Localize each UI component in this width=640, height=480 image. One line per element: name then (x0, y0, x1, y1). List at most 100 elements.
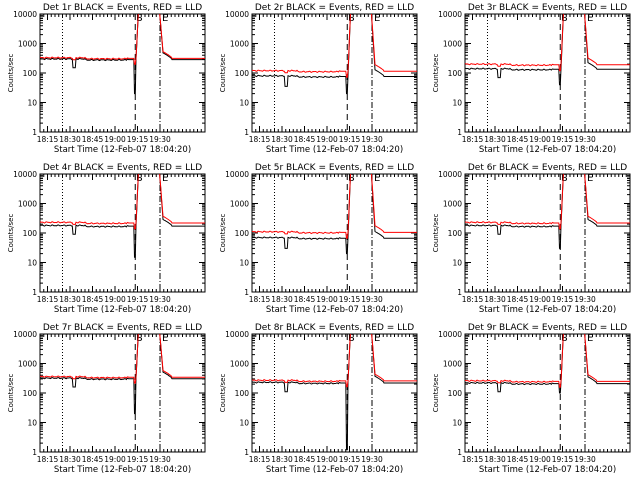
x-tick-label: 18:45 (82, 455, 104, 464)
start-annotation: S (136, 13, 142, 24)
lld-series-line (40, 174, 205, 230)
x-tick-label: 19:30 (361, 135, 383, 144)
events-series-line (252, 14, 417, 95)
x-tick-label: 19:15 (552, 135, 574, 144)
x-tick-label: 19:15 (339, 455, 361, 464)
x-tick-label: 18:45 (82, 295, 104, 304)
x-tick-label: 18:30 (59, 455, 81, 464)
y-tick-label: 10 (452, 259, 462, 268)
plot-frame (464, 173, 631, 293)
lld-series-line (252, 174, 417, 239)
lld-series-line (40, 14, 205, 65)
x-axis-label: Start Time (12-Feb-07 18:04:20) (479, 305, 616, 315)
detector-panel: Det 8r BLACK = Events, RED = LLD 1 10 100 10… (219, 323, 418, 475)
y-axis-label: Counts/sec (432, 54, 440, 93)
detector-panel: Det 6r BLACK = Events, RED = LLD 1 10 100 10… (432, 163, 631, 315)
y-tick-label: 1000 (18, 360, 37, 369)
start-annotation: S (136, 173, 142, 184)
y-tick-label: 1 (32, 448, 37, 457)
y-tick-label: 1 (244, 128, 249, 137)
y-tick-label: 1000 (230, 40, 249, 49)
x-tick-label: 18:15 (37, 455, 59, 464)
lld-series-line (465, 14, 630, 72)
lld-series-line (252, 14, 417, 78)
panel-title: Det 9r BLACK = Events, RED = LLD (468, 323, 627, 333)
y-axis-label: Counts/sec (432, 214, 440, 253)
y-tick-label: 100 (448, 389, 463, 398)
x-tick-label: 19:30 (574, 295, 596, 304)
events-series-line (252, 174, 417, 255)
x-tick-label: 19:00 (104, 455, 126, 464)
x-tick-label: 18:45 (294, 295, 316, 304)
x-tick-label: 19:30 (149, 295, 171, 304)
x-tick-label: 19:00 (316, 135, 338, 144)
y-tick-label: 10 (452, 99, 462, 108)
y-tick-label: 10000 (225, 330, 249, 339)
y-tick-label: 10 (27, 259, 37, 268)
plot-frame (251, 13, 418, 133)
x-tick-label: 18:30 (59, 295, 81, 304)
plot-frame (39, 333, 206, 453)
start-annotation: S (348, 333, 354, 344)
plot-frame (464, 13, 631, 133)
y-tick-label: 10000 (438, 170, 462, 179)
lld-series-line (40, 334, 205, 384)
end-annotation: E (587, 13, 593, 24)
x-tick-label: 18:30 (484, 455, 506, 464)
end-annotation: E (162, 13, 168, 24)
y-tick-label: 100 (448, 229, 463, 238)
end-annotation: E (587, 173, 593, 184)
x-tick-label: 18:15 (249, 455, 271, 464)
x-axis-label: Start Time (12-Feb-07 18:04:20) (266, 305, 403, 315)
lld-series-line (465, 174, 630, 230)
y-tick-label: 100 (23, 389, 38, 398)
events-series-line (40, 174, 205, 258)
x-tick-label: 18:15 (37, 135, 59, 144)
y-tick-label: 1000 (443, 40, 462, 49)
y-tick-label: 10000 (225, 170, 249, 179)
x-tick-label: 19:00 (316, 295, 338, 304)
y-axis-label: Counts/sec (219, 214, 227, 253)
x-tick-label: 19:15 (339, 135, 361, 144)
x-tick-label: 18:15 (249, 295, 271, 304)
x-tick-label: 19:00 (529, 455, 551, 464)
y-tick-label: 1000 (18, 200, 37, 209)
panel-title: Det 8r BLACK = Events, RED = LLD (255, 323, 414, 333)
plot-frame (464, 333, 631, 453)
x-axis-label: Start Time (12-Feb-07 18:04:20) (54, 145, 191, 155)
x-tick-label: 18:30 (59, 135, 81, 144)
detector-panel: Det 2r BLACK = Events, RED = LLD 1 10 100 10… (219, 3, 418, 155)
x-tick-label: 19:00 (104, 135, 126, 144)
y-tick-label: 1 (32, 288, 37, 297)
x-axis-label: Start Time (12-Feb-07 18:04:20) (266, 465, 403, 475)
x-tick-label: 19:15 (127, 135, 149, 144)
x-tick-label: 19:00 (104, 295, 126, 304)
start-annotation: S (561, 333, 567, 344)
y-axis-label: Counts/sec (219, 374, 227, 413)
x-tick-label: 18:45 (294, 135, 316, 144)
y-tick-label: 10000 (13, 170, 37, 179)
y-tick-label: 1000 (18, 40, 37, 49)
start-annotation: S (348, 173, 354, 184)
y-axis-label: Counts/sec (219, 54, 227, 93)
detector-panel: Det 7r BLACK = Events, RED = LLD 1 10 100 10… (7, 323, 206, 475)
x-axis-label: Start Time (12-Feb-07 18:04:20) (54, 305, 191, 315)
y-tick-label: 1 (244, 448, 249, 457)
x-tick-label: 18:45 (82, 135, 104, 144)
x-tick-label: 18:45 (294, 455, 316, 464)
y-tick-label: 1 (457, 448, 462, 457)
y-axis-label: Counts/sec (7, 214, 15, 253)
detector-panel: Det 4r BLACK = Events, RED = LLD 1 10 100 10… (7, 163, 206, 315)
y-tick-label: 1 (32, 128, 37, 137)
detector-panel: Det 1r BLACK = Events, RED = LLD 1 10 100 10… (7, 3, 206, 155)
panel-title: Det 6r BLACK = Events, RED = LLD (468, 163, 627, 173)
plot-frame (39, 13, 206, 133)
detector-panel: Det 5r BLACK = Events, RED = LLD 1 10 100 10… (219, 163, 418, 315)
x-tick-label: 18:30 (271, 295, 293, 304)
y-tick-label: 1 (457, 288, 462, 297)
y-tick-label: 10000 (438, 10, 462, 19)
x-tick-label: 18:15 (462, 135, 484, 144)
plot-frame (39, 173, 206, 293)
y-tick-label: 10 (239, 419, 249, 428)
